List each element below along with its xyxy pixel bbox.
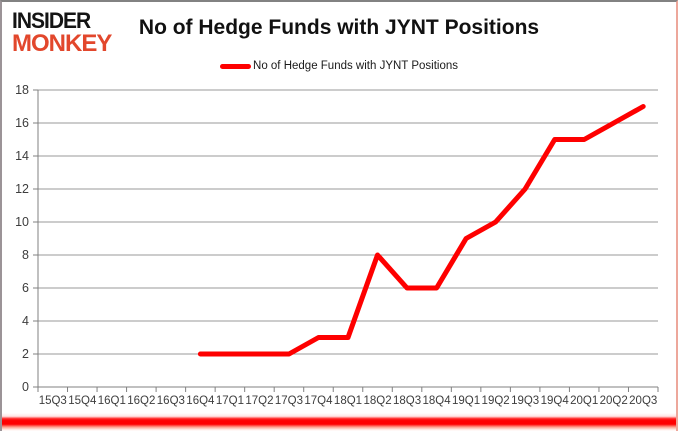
svg-text:17Q3: 17Q3 xyxy=(275,395,303,407)
series-lines xyxy=(197,104,646,357)
svg-text:20Q1: 20Q1 xyxy=(570,395,598,407)
svg-text:19Q1: 19Q1 xyxy=(452,395,480,407)
logo-text-monkey: MONKEY xyxy=(12,30,112,57)
svg-text:10: 10 xyxy=(15,215,29,229)
chart-legend: No of Hedge Funds with JYNT Positions xyxy=(2,60,676,72)
y-tick-labels: 0 2 4 6 8 10 12 14 16 18 xyxy=(15,83,29,394)
svg-text:19Q3: 19Q3 xyxy=(511,395,539,407)
svg-text:18Q3: 18Q3 xyxy=(393,395,421,407)
legend-line-swatch xyxy=(220,63,252,69)
axes xyxy=(33,89,659,392)
svg-text:19Q4: 19Q4 xyxy=(541,395,570,407)
legend-label: No of Hedge Funds with JYNT Positions xyxy=(253,60,458,72)
svg-text:2: 2 xyxy=(22,347,29,361)
x-tick-labels: 15Q3 15Q4 16Q1 16Q2 16Q3 16Q4 17Q1 17Q2 17Q3 17Q4… xyxy=(39,395,658,407)
svg-text:17Q2: 17Q2 xyxy=(245,395,273,407)
svg-text:20Q2: 20Q2 xyxy=(600,395,628,407)
svg-text:16Q1: 16Q1 xyxy=(98,395,126,407)
insider-monkey-logo: INSIDER MONKEY xyxy=(12,8,112,57)
series-line xyxy=(197,104,646,357)
svg-text:8: 8 xyxy=(22,248,29,262)
svg-text:16Q3: 16Q3 xyxy=(157,395,185,407)
svg-text:20Q3: 20Q3 xyxy=(629,395,657,407)
svg-text:4: 4 xyxy=(22,314,29,328)
svg-text:19Q2: 19Q2 xyxy=(482,395,510,407)
svg-text:18Q4: 18Q4 xyxy=(423,395,452,407)
svg-text:14: 14 xyxy=(15,149,29,163)
svg-text:18Q1: 18Q1 xyxy=(334,395,362,407)
svg-text:18: 18 xyxy=(15,83,29,97)
svg-text:16Q2: 16Q2 xyxy=(127,395,155,407)
svg-text:16: 16 xyxy=(15,116,29,130)
gridlines xyxy=(38,89,658,355)
svg-text:18Q2: 18Q2 xyxy=(363,395,391,407)
svg-text:12: 12 xyxy=(15,182,29,196)
svg-text:6: 6 xyxy=(22,281,29,295)
svg-text:17Q1: 17Q1 xyxy=(216,395,244,407)
logo-text-insider: INSIDER xyxy=(12,8,91,34)
chart-title: No of Hedge Funds with JYNT Positions xyxy=(138,16,540,39)
svg-text:15Q4: 15Q4 xyxy=(68,395,97,407)
svg-text:15Q3: 15Q3 xyxy=(39,395,67,407)
svg-text:17Q4: 17Q4 xyxy=(304,395,333,407)
svg-text:0: 0 xyxy=(22,380,29,394)
svg-text:16Q4: 16Q4 xyxy=(186,395,215,407)
